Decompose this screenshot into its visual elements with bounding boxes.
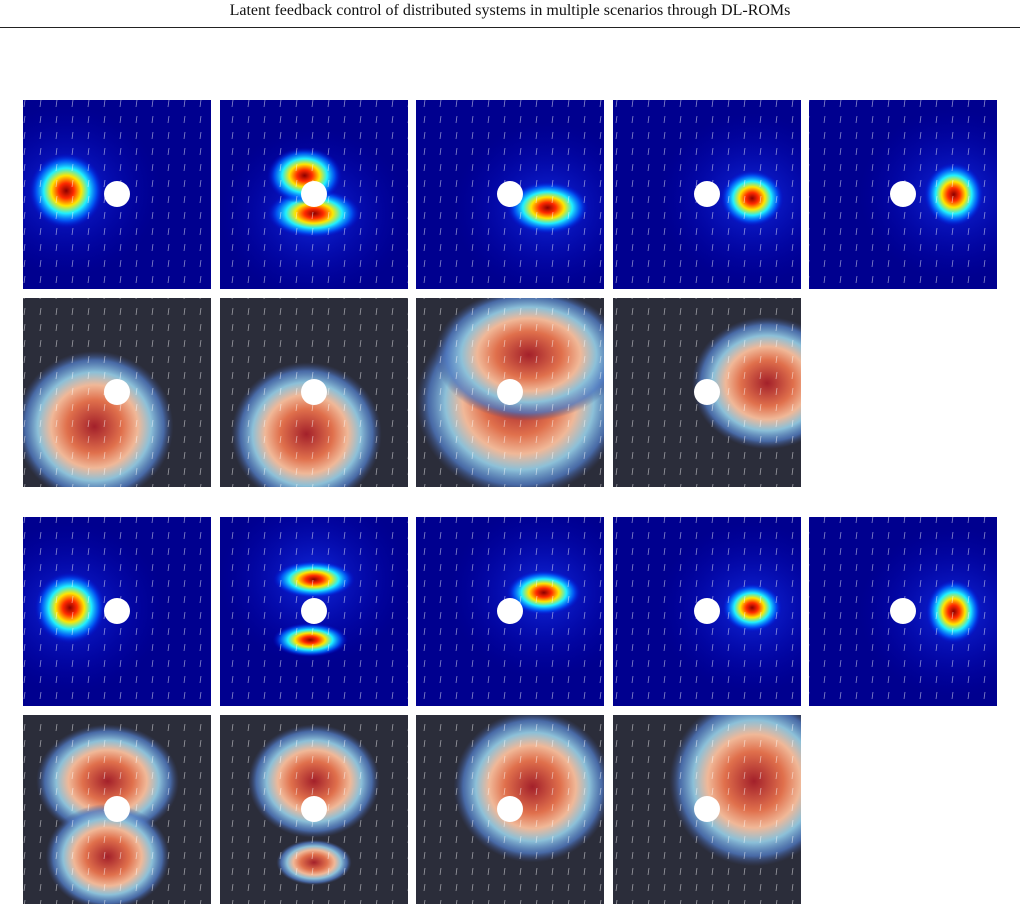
- panel: [613, 517, 801, 706]
- obstacle: [301, 796, 327, 822]
- panel-field: [416, 517, 604, 706]
- panel: [23, 715, 211, 904]
- panel: [809, 100, 997, 289]
- obstacle: [104, 181, 130, 207]
- panel: [23, 517, 211, 706]
- panel: [23, 100, 211, 289]
- panel: [220, 100, 408, 289]
- obstacle: [694, 598, 720, 624]
- obstacle: [497, 379, 523, 405]
- panel-field: [416, 715, 604, 904]
- panel: [416, 100, 604, 289]
- obstacle: [104, 796, 130, 822]
- obstacle: [890, 181, 916, 207]
- panel: [416, 298, 604, 487]
- panel-field: [220, 100, 408, 289]
- obstacle: [301, 598, 327, 624]
- running-header: Latent feedback control of distributed s…: [229, 2, 791, 19]
- obstacle: [694, 796, 720, 822]
- obstacle: [497, 181, 523, 207]
- panel-field: [416, 100, 604, 289]
- header-rule: [0, 27, 1020, 28]
- panel: [613, 100, 801, 289]
- panel: [809, 517, 997, 706]
- panel: [220, 715, 408, 904]
- panel: [613, 298, 801, 487]
- panel-field: [416, 298, 604, 487]
- panel-field: [613, 298, 801, 487]
- panel: [220, 517, 408, 706]
- obstacle: [890, 598, 916, 624]
- panel-field: [613, 517, 801, 706]
- obstacle: [497, 796, 523, 822]
- obstacle: [497, 598, 523, 624]
- panel: [23, 298, 211, 487]
- obstacle: [694, 181, 720, 207]
- panel-field: [220, 298, 408, 487]
- obstacle: [104, 379, 130, 405]
- panel: [220, 298, 408, 487]
- panel: [416, 517, 604, 706]
- panel: [613, 715, 801, 904]
- obstacle: [301, 181, 327, 207]
- panel: [416, 715, 604, 904]
- obstacle: [301, 379, 327, 405]
- obstacle: [104, 598, 130, 624]
- panel-field: [613, 715, 801, 904]
- obstacle: [694, 379, 720, 405]
